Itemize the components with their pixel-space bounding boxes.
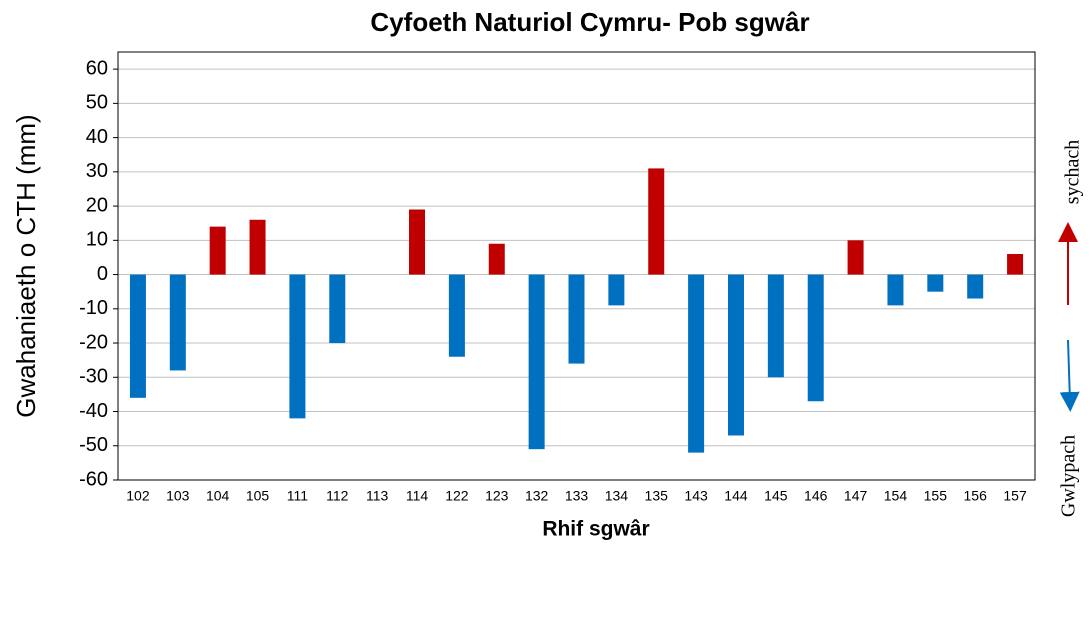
- bar: [688, 274, 705, 453]
- x-tick-label: 147: [844, 488, 868, 504]
- x-tick-label: 112: [326, 488, 349, 504]
- x-tick-label: 134: [605, 488, 629, 504]
- plot-frame: [117, 51, 1036, 481]
- bar: [528, 274, 545, 450]
- arrow-down: [1059, 339, 1080, 412]
- annotation: Gwlypach: [1058, 435, 1080, 517]
- bar: [887, 274, 904, 306]
- chart-title: Cyfoeth Naturiol Cymru- Pob sgwâr: [370, 7, 809, 37]
- y-tick-label: 40: [86, 126, 108, 148]
- x-tick-label: 154: [884, 488, 908, 504]
- bar: [1007, 254, 1024, 275]
- bar: [329, 274, 346, 344]
- x-tick-label: 113: [366, 488, 389, 504]
- x-tick-label: 103: [166, 488, 190, 504]
- y-tick-label: -60: [79, 468, 108, 490]
- x-tick-label: 104: [206, 488, 230, 504]
- y-tick-label: -40: [79, 400, 108, 422]
- x-tick-label: 111: [287, 488, 308, 504]
- bar: [767, 274, 784, 378]
- x-tick-label: 102: [126, 488, 150, 504]
- x-tick-label: 143: [684, 488, 708, 504]
- y-tick-label: 30: [86, 160, 108, 182]
- x-tick-label: 156: [964, 488, 988, 504]
- bar: [289, 274, 306, 419]
- x-tick-label: 157: [1003, 488, 1027, 504]
- bar: [249, 219, 266, 275]
- annotation: sychach: [1062, 140, 1084, 204]
- x-tick-label: 122: [445, 488, 469, 504]
- x-tick-label: 146: [804, 488, 828, 504]
- y-tick-label: 60: [86, 57, 108, 79]
- x-tick-label: 155: [924, 488, 948, 504]
- y-tick-label: 20: [86, 194, 108, 216]
- y-tick-label: 10: [86, 229, 108, 251]
- bar: [927, 274, 944, 292]
- y-tick-label: -50: [79, 434, 108, 456]
- y-tick-label: 0: [97, 263, 108, 285]
- bar: [608, 274, 625, 306]
- y-axis-label: Gwahaniaeth o CTH (mm): [11, 114, 41, 417]
- bar: [648, 168, 665, 275]
- bar: [847, 240, 864, 275]
- y-tick-label: -30: [79, 366, 108, 388]
- bar: [209, 226, 226, 275]
- y-tick-label: -10: [79, 297, 108, 319]
- x-tick-label: 133: [565, 488, 589, 504]
- bar: [488, 243, 505, 275]
- bar: [967, 274, 984, 299]
- y-tick-label: 50: [86, 92, 108, 114]
- x-tick-label: 105: [246, 488, 270, 504]
- y-tick-label: -20: [79, 331, 108, 353]
- x-axis-label: Rhif sgwâr: [542, 518, 649, 541]
- bar: [727, 274, 744, 436]
- bar: [169, 274, 186, 371]
- x-tick-label: 132: [525, 488, 549, 504]
- bar: [409, 209, 426, 275]
- x-tick-label: 145: [764, 488, 788, 504]
- x-tick-label: 135: [645, 488, 669, 504]
- x-tick-label: 144: [724, 488, 748, 504]
- bar: [448, 274, 465, 357]
- x-tick-label: 123: [485, 488, 509, 504]
- bar: [568, 274, 585, 364]
- x-tick-label: 114: [406, 488, 429, 504]
- bar: [807, 274, 824, 402]
- bar: [129, 274, 146, 398]
